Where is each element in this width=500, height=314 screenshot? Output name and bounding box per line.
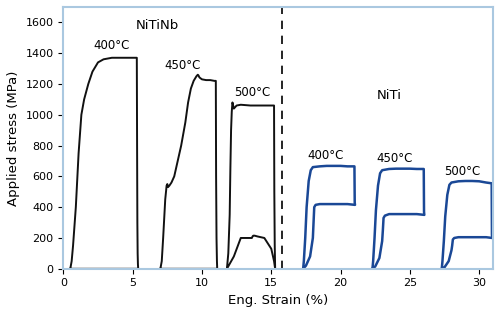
Text: 450°C: 450°C — [376, 152, 413, 165]
Text: 400°C: 400°C — [308, 149, 344, 162]
Text: 400°C: 400°C — [94, 39, 130, 51]
Text: NiTiNb: NiTiNb — [136, 19, 179, 31]
Text: 500°C: 500°C — [444, 165, 481, 178]
Text: 450°C: 450°C — [164, 59, 201, 72]
Text: 500°C: 500°C — [234, 86, 270, 99]
Text: NiTi: NiTi — [376, 89, 402, 102]
X-axis label: Eng. Strain (%): Eng. Strain (%) — [228, 294, 328, 307]
Y-axis label: Applied stress (MPa): Applied stress (MPa) — [7, 70, 20, 206]
